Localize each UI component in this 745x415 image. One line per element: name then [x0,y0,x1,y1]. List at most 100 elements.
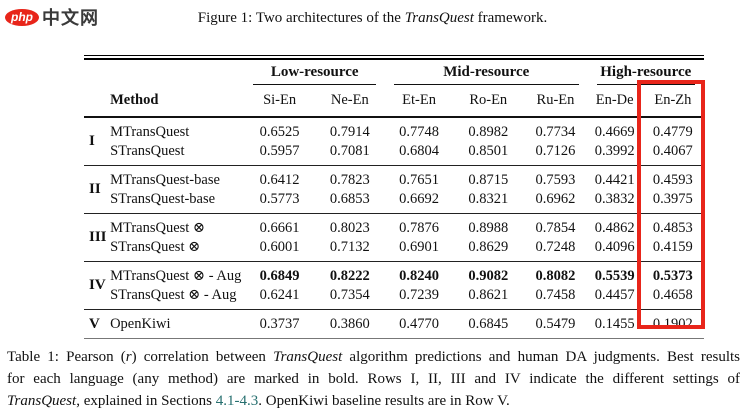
figure-caption: Figure 1: Two architectures of the Trans… [0,10,745,27]
text-segment: TransQuest [7,393,77,409]
value-cell: 0.8982 [468,124,509,140]
text-segment: TransQuest [273,349,343,365]
value-cell: 0.4457 [594,287,635,303]
group-header-label: Low-resource [253,60,376,85]
value-cell: 0.4658 [652,287,693,303]
group-header-high-resource: High-resource [588,59,704,85]
results-table: Low-resource Mid-resource High-resource Me… [84,58,704,339]
value-cell: 0.6804 [399,143,439,159]
value-cell: 0.6853 [329,191,370,207]
column-header-en-de: En-De [595,92,634,108]
row-block-II: II MTransQuest-base 0.6412 0.7823 0.7651 0.87… [84,165,704,214]
value-cell: 0.7651 [399,172,439,188]
section-link[interactable]: 4.1-4.3 [215,393,259,409]
value-cell: 0.5957 [259,143,300,159]
column-header-si-en: Si-En [263,92,297,108]
column-header-row: Method Si-En Ne-En Et-En Ro-En Ru-En En-De En-Z… [84,85,704,117]
value-cell: 0.4421 [594,172,635,188]
value-cell: 0.8621 [468,287,509,303]
value-cell: 0.7734 [535,124,576,140]
value-cell: 0.4669 [594,124,635,140]
method-cell: STransQuest ⊗ [110,239,201,255]
table-row: IV MTransQuest ⊗ - Aug 0.6849 0.8222 0.8240 0… [84,262,704,293]
value-cell: 0.5773 [259,191,300,207]
table-caption-line: TransQuest, explained in Sections 4.1-4.… [7,390,740,412]
value-cell: 0.1902 [652,316,693,332]
value-cell: 0.6845 [468,316,509,332]
value-cell: 0.1455 [594,316,635,332]
value-cell: 0.3737 [259,316,300,332]
method-cell: MTransQuest ⊗ - Aug [110,268,242,284]
value-cell: 0.7458 [535,287,576,303]
text-segment: ) correlation between [131,349,274,365]
value-cell: 0.6001 [259,239,300,255]
value-cell: 0.4853 [652,220,693,236]
column-header-ne-en: Ne-En [330,92,369,108]
value-cell: 0.8629 [468,239,509,255]
column-header-et-en: Et-En [402,92,436,108]
method-cell: STransQuest [110,143,185,159]
value-cell: 0.8501 [468,143,509,159]
value-cell: 0.7239 [399,287,439,303]
group-header-low-resource: Low-resource [244,59,384,85]
value-cell: 0.9082 [468,268,509,284]
row-block-IV: IV MTransQuest ⊗ - Aug 0.6849 0.8222 0.8240 0… [84,261,704,310]
group-header-label: Mid-resource [393,60,579,85]
value-cell: 0.4593 [652,172,693,188]
text-segment: Table 1: Pearson ( [7,349,126,365]
text-segment: Figure 1: Two architectures of the [197,10,405,26]
group-header-label: High-resource [596,60,695,85]
value-cell: 0.6525 [259,124,300,140]
text-segment: r [125,349,132,365]
logo-site-name: 中文网 [42,8,99,29]
value-cell: 0.7876 [399,220,439,236]
row-group-numeral: IV [89,277,106,293]
value-cell: 0.3832 [594,191,635,207]
row-group-numeral: I [89,133,95,149]
php-logo-badge: php [5,8,39,26]
text-segment: algorithm predictions and human DA judgm… [342,349,740,365]
text-segment: . OpenKiwi baseline results are in Row V… [258,393,510,409]
value-cell: 0.8023 [329,220,370,236]
group-header-mid-resource: Mid-resource [385,59,588,85]
text-segment: TransQuest [404,10,474,26]
value-cell: 0.4096 [594,239,635,255]
table-row: STransQuest 0.5957 0.7081 0.6804 0.8501 0.712… [84,142,704,166]
value-cell: 0.8715 [468,172,509,188]
value-cell: 0.7823 [329,172,370,188]
value-cell: 0.6692 [399,191,439,207]
value-cell: 0.6962 [535,191,576,207]
table-row: III MTransQuest ⊗ 0.6661 0.8023 0.7876 0.8988… [84,214,704,245]
value-cell: 0.6241 [259,287,300,303]
value-cell: 0.8222 [329,268,370,284]
table-caption-line: for each language (any method) are marke… [7,368,740,390]
column-header-ro-en: Ro-En [469,92,508,108]
row-block-III: III MTransQuest ⊗ 0.6661 0.8023 0.7876 0.8988… [84,213,704,262]
value-cell: 0.5373 [652,268,693,284]
value-cell: 0.4067 [652,143,693,159]
php-cn-logo[interactable]: php 中文网 [5,4,99,30]
method-cell: MTransQuest ⊗ [110,220,206,236]
roman-header-spacer [84,85,110,117]
value-cell: 0.7354 [329,287,370,303]
value-cell: 0.6849 [259,268,300,284]
value-cell: 0.7593 [535,172,576,188]
column-header-ru-en: Ru-En [536,92,575,108]
table-row: I MTransQuest 0.6525 0.7914 0.7748 0.8982 0.77… [84,117,704,149]
value-cell: 0.7748 [399,124,439,140]
method-cell: STransQuest ⊗ - Aug [110,287,237,303]
value-cell: 0.3860 [329,316,370,332]
text-segment: for each language (any method) are marke… [7,371,740,387]
table-row: STransQuest-base 0.5773 0.6853 0.6692 0.8321… [84,190,704,214]
value-cell: 0.8988 [468,220,509,236]
value-cell: 0.5479 [535,316,576,332]
table-row: STransQuest ⊗ - Aug 0.6241 0.7354 0.7239 0.8… [84,286,704,310]
method-cell: STransQuest-base [110,191,216,207]
table-row: STransQuest ⊗ 0.6001 0.7132 0.6901 0.8629 0.7… [84,238,704,262]
value-cell: 0.6661 [259,220,300,236]
value-cell: 0.7132 [329,239,370,255]
table-row: II MTransQuest-base 0.6412 0.7823 0.7651 0.87… [84,166,704,197]
value-cell: 0.8240 [399,268,439,284]
text-segment: framework. [473,10,548,26]
table-row: V OpenKiwi 0.3737 0.3860 0.4770 0.6845 0.5479 0… [84,310,704,339]
